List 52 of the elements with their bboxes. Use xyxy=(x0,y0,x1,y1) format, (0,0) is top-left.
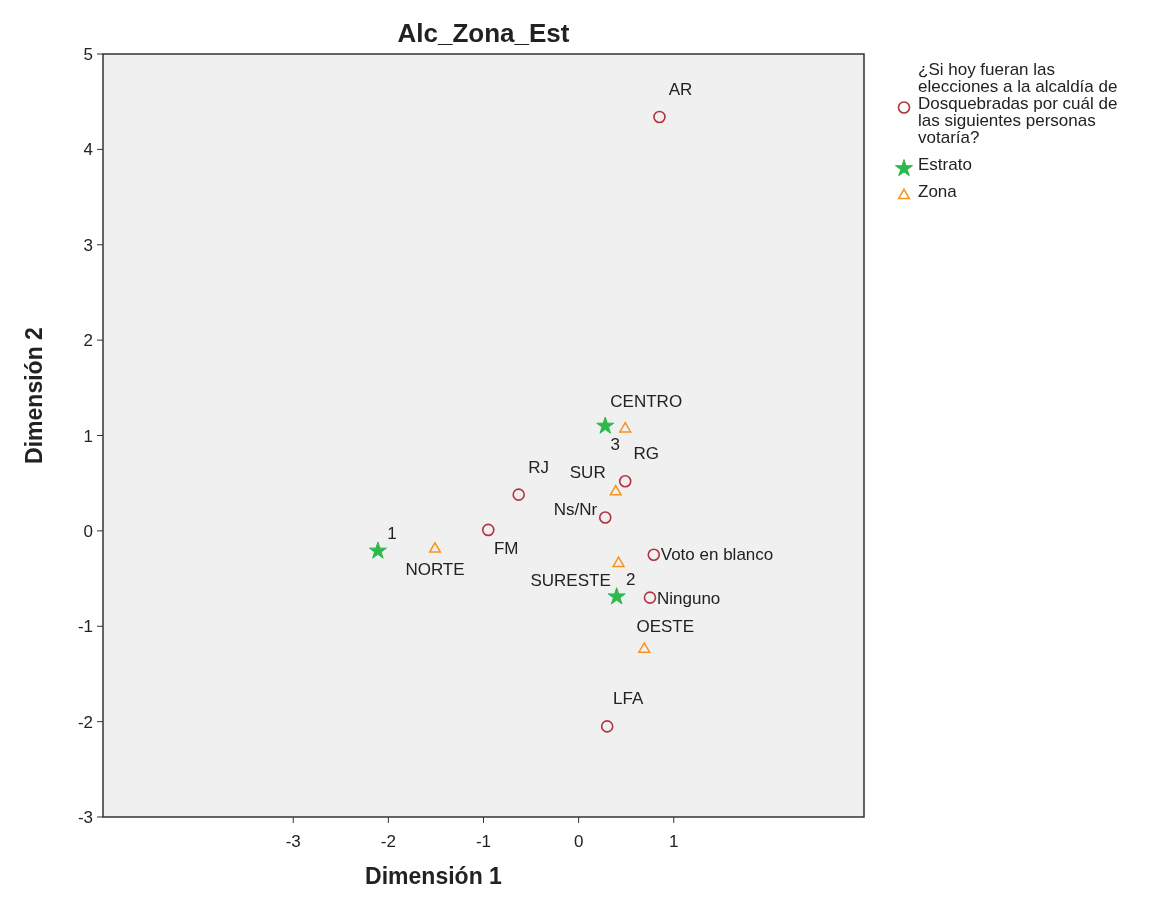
point xyxy=(653,110,666,124)
x-tick-label: 0 xyxy=(573,832,584,851)
x-axis-title: Dimensión 1 xyxy=(365,863,503,889)
annotation: OESTE xyxy=(636,617,695,637)
y-tick-label: -3 xyxy=(77,808,93,827)
point xyxy=(600,720,614,733)
x-tick-label: -1 xyxy=(475,832,492,851)
chart-title: Alc_Zona_Est xyxy=(397,18,570,48)
y-tick-label: 5 xyxy=(83,45,93,64)
annotation: SUR xyxy=(569,462,606,482)
point xyxy=(596,416,615,434)
annotation: 1 xyxy=(387,523,397,543)
annotation: CENTRO xyxy=(610,391,683,411)
point xyxy=(638,642,651,653)
x-tick-label: -3 xyxy=(285,832,301,851)
point xyxy=(647,548,661,562)
point xyxy=(607,587,626,605)
annotation: 2 xyxy=(625,569,636,589)
y-tick-label: 2 xyxy=(83,331,93,351)
y-tick-label: 4 xyxy=(83,140,93,160)
point xyxy=(612,556,625,568)
annotation: Ns/Nr xyxy=(553,499,598,519)
point xyxy=(598,511,612,524)
annotation: SURESTE xyxy=(530,571,611,591)
legend-label: ¿Si hoy fueran las elecciones a la alcaldía de Dosquebradas por cuál de las siguientes personas votaría? xyxy=(918,60,1118,147)
point xyxy=(481,523,495,537)
annotation: Ninguno xyxy=(656,588,721,608)
y-tick-label: -1 xyxy=(77,617,93,637)
point xyxy=(618,474,632,488)
x-tick-label: 1 xyxy=(669,832,679,851)
point xyxy=(428,542,442,553)
x-tick-label: -2 xyxy=(380,832,396,851)
y-tick-label: 0 xyxy=(83,521,93,541)
legend-label: Estrato xyxy=(918,155,972,174)
annotation: AR xyxy=(668,79,693,99)
point xyxy=(368,541,387,559)
legend-label: Zona xyxy=(918,182,958,201)
annotation: LFA xyxy=(613,689,644,709)
point xyxy=(609,484,622,496)
annotation: FM xyxy=(493,538,519,558)
point xyxy=(512,488,525,501)
annotation: RJ xyxy=(528,457,550,477)
y-tick-label: 3 xyxy=(83,235,93,255)
y-axis-title: Dimensión 2 xyxy=(21,327,47,464)
annotation: Voto en blanco xyxy=(660,544,774,564)
y-tick-label: 1 xyxy=(83,426,93,446)
annotation: 3 xyxy=(610,434,620,454)
y-tick-label: -2 xyxy=(77,712,93,732)
annotation: RG xyxy=(633,444,659,464)
annotation: NORTE xyxy=(405,560,465,579)
point xyxy=(643,591,657,604)
point xyxy=(619,421,632,433)
